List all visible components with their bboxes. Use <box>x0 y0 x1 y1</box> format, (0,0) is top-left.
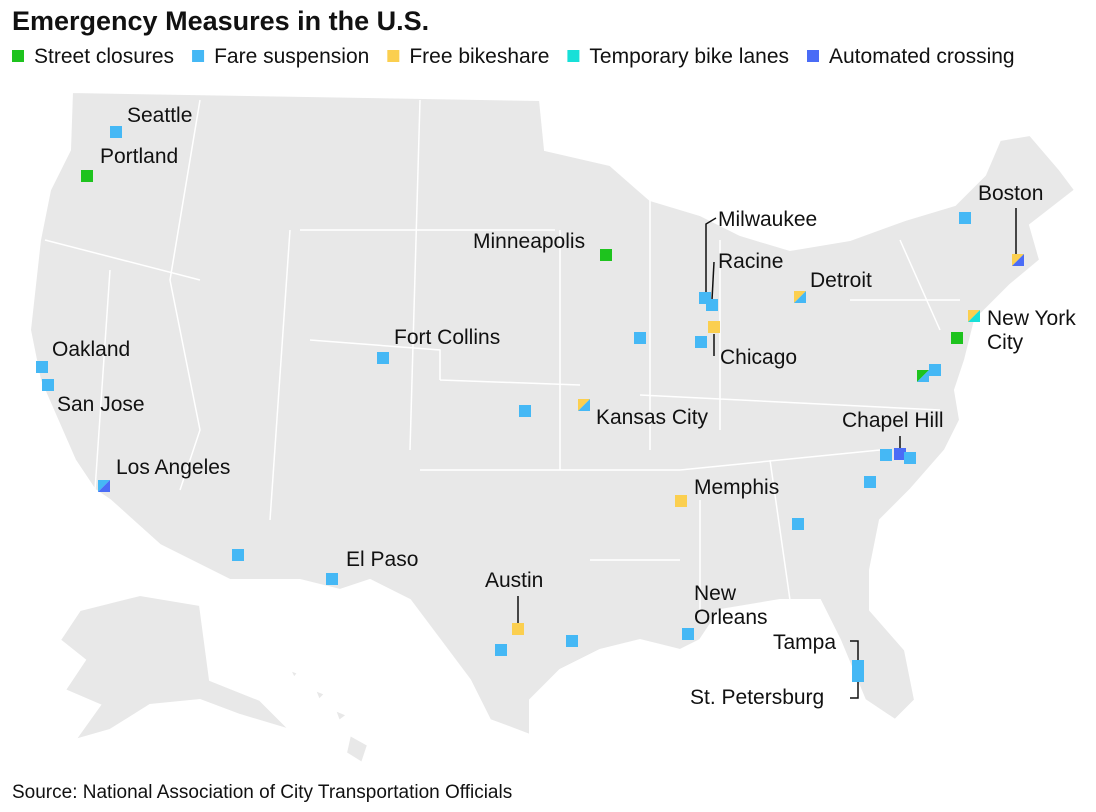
legend-swatch <box>192 50 205 62</box>
marker <box>864 476 876 488</box>
city-label: New <box>694 582 737 605</box>
city-label: El Paso <box>346 548 418 571</box>
marker <box>880 449 892 461</box>
city-label: Tampa <box>773 631 836 654</box>
marker <box>232 549 244 561</box>
markers <box>36 126 1024 682</box>
city-label: Detroit <box>810 269 872 292</box>
city-label: Minneapolis <box>473 230 585 253</box>
city-label: San Jose <box>57 393 145 416</box>
legend-swatch <box>12 50 24 62</box>
marker <box>695 336 707 348</box>
marker <box>968 310 980 322</box>
us-map <box>28 90 1077 765</box>
marker <box>708 321 720 333</box>
legend-swatch <box>807 50 819 62</box>
marker <box>852 670 864 682</box>
leader-line <box>705 217 717 295</box>
leader-line <box>850 640 859 660</box>
city-label: Milwaukee <box>718 208 817 231</box>
marker <box>600 249 612 261</box>
hawaii <box>287 668 370 765</box>
legend-label: Automated crossing <box>829 45 1015 68</box>
city-label: Kansas City <box>596 406 709 429</box>
marker <box>377 352 389 364</box>
marker <box>519 405 531 417</box>
legend-label: Fare suspension <box>214 45 369 68</box>
city-label: Seattle <box>127 104 192 127</box>
marker <box>36 361 48 373</box>
title: Emergency Measures in the U.S. <box>12 6 429 36</box>
marker <box>110 126 122 138</box>
city-label: Los Angeles <box>116 456 230 479</box>
marker <box>495 644 507 656</box>
marker <box>675 495 687 507</box>
marker <box>794 291 806 303</box>
marker <box>81 170 93 182</box>
city-label: City <box>987 331 1024 354</box>
alaska <box>58 593 291 742</box>
leader-lines <box>517 208 1017 699</box>
marker <box>1012 254 1024 266</box>
city-label: New York <box>987 307 1076 330</box>
legend: Street closures Fare suspension Free bikes… <box>12 45 1015 68</box>
marker <box>682 628 694 640</box>
marker <box>326 573 338 585</box>
city-label: Austin <box>485 569 543 592</box>
mainland <box>28 90 1077 737</box>
city-label: Memphis <box>694 476 779 499</box>
legend-label: Temporary bike lanes <box>589 45 789 68</box>
marker <box>917 370 929 382</box>
marker <box>566 635 578 647</box>
marker <box>904 452 916 464</box>
marker <box>634 332 646 344</box>
legend-label: Street closures <box>34 45 174 68</box>
legend-label: Free bikeshare <box>409 45 549 68</box>
marker <box>894 448 906 460</box>
city-label: Portland <box>100 145 178 168</box>
city-label: Chapel Hill <box>842 409 944 432</box>
marker <box>951 332 963 344</box>
city-label: Boston <box>978 182 1043 205</box>
marker <box>578 399 590 411</box>
marker <box>959 212 971 224</box>
city-label: Chicago <box>720 346 797 369</box>
city-label: Racine <box>718 250 783 273</box>
source: Source: National Association of City Tra… <box>12 782 512 803</box>
leader-line <box>850 682 859 699</box>
marker <box>512 623 524 635</box>
marker <box>792 518 804 530</box>
city-label: Oakland <box>52 338 130 361</box>
marker <box>929 364 941 376</box>
legend-swatch <box>387 50 400 62</box>
legend-swatch <box>567 50 580 62</box>
state-borders <box>44 99 960 610</box>
leader-line <box>711 261 715 301</box>
city-label: Orleans <box>694 606 768 629</box>
marker <box>42 379 54 391</box>
city-label: Fort Collins <box>394 326 500 349</box>
city-label: St. Petersburg <box>690 686 824 709</box>
marker <box>706 299 718 311</box>
marker <box>98 480 110 492</box>
marker <box>852 660 864 672</box>
city-labels: Seattle Portland Oakland San Jose Los Angele… <box>52 104 1076 709</box>
